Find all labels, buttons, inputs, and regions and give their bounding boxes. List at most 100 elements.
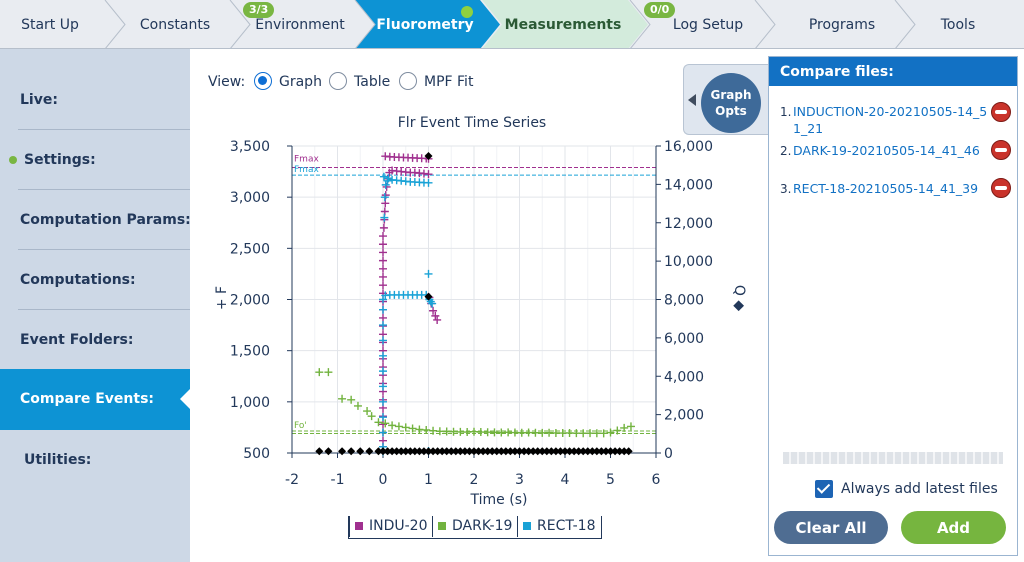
sidebar-item-computation-params[interactable]: Computation Params: [0, 190, 191, 250]
tab-measurements[interactable]: Measurements [504, 17, 622, 33]
sidebar-item-label: Computations: [20, 272, 136, 288]
data-point [347, 447, 356, 456]
always-add-checkbox[interactable] [815, 480, 833, 498]
y2-tick-label: 2,000 [664, 408, 704, 424]
data-point [380, 213, 389, 222]
data-point [379, 367, 387, 376]
data-point [592, 429, 601, 438]
data-point [497, 428, 506, 437]
y2-tick-label: 6,000 [664, 331, 704, 347]
sidebar-item-live[interactable]: Live: [0, 70, 190, 130]
tab-programs[interactable]: Programs [808, 17, 876, 33]
data-point [606, 447, 615, 456]
data-points [315, 151, 635, 456]
file-index: 2. [780, 144, 792, 158]
always-add-label[interactable]: Always add latest files [841, 481, 998, 497]
add-button[interactable]: Add [901, 511, 1006, 544]
x-tick-label: 2 [470, 472, 479, 488]
tab-fluorometry[interactable]: Fluorometry [376, 17, 474, 33]
data-point [401, 447, 410, 456]
clear-all-button[interactable]: Clear All [774, 511, 888, 544]
data-point [504, 428, 513, 437]
remove-file-button[interactable] [991, 140, 1011, 160]
tab-environment[interactable]: Environment [255, 17, 345, 33]
file-index: 1. [780, 105, 792, 119]
sidebar-item-utilities[interactable]: Utilities: [0, 430, 190, 490]
view-mpf-fit-radio[interactable] [399, 72, 417, 90]
data-point [379, 272, 387, 281]
sidebar-item-computations[interactable]: Computations: [0, 250, 190, 310]
data-point [433, 315, 442, 324]
selection-notch [180, 389, 190, 409]
tab-start-up[interactable]: Start Up [21, 17, 79, 33]
data-point [367, 412, 376, 421]
tab-tools[interactable]: Tools [940, 17, 976, 33]
legend-divider [432, 516, 433, 537]
data-point [565, 447, 574, 456]
view-table-label[interactable]: Table [354, 74, 391, 90]
sidebar-item-compare-events[interactable]: Compare Events: [0, 369, 190, 430]
data-point [422, 425, 431, 434]
tab-log-setup[interactable]: Log Setup [672, 17, 744, 33]
data-point [547, 447, 556, 456]
view-table-radio[interactable] [329, 72, 347, 90]
view-label: View: [208, 74, 246, 90]
data-point [520, 447, 529, 456]
data-point [599, 429, 608, 438]
collapse-arrow-icon[interactable] [688, 94, 696, 106]
file-link[interactable]: DARK-19-20210505-14_41_46 [793, 143, 980, 158]
data-point [379, 313, 387, 322]
divider [18, 309, 190, 310]
data-point [379, 351, 387, 360]
data-point [483, 428, 492, 437]
data-point [424, 151, 433, 160]
data-point [388, 421, 397, 430]
data-point [379, 305, 387, 314]
data-point [570, 447, 579, 456]
tab-constants[interactable]: Constants [139, 17, 211, 33]
data-point [379, 172, 388, 181]
data-point [538, 428, 547, 437]
file-link[interactable]: INDUCTION-20-20210505-14_51_21 [793, 104, 988, 136]
data-point [449, 427, 458, 436]
view-graph-label[interactable]: Graph [279, 74, 322, 90]
remove-file-button[interactable] [991, 102, 1011, 122]
data-point [397, 447, 406, 456]
reference-line-label: Fmax [294, 165, 319, 175]
sidebar-item-event-folders[interactable]: Event Folders: [0, 310, 190, 370]
data-point [394, 422, 403, 431]
data-point [379, 397, 387, 406]
data-point [379, 447, 387, 456]
data-point [429, 447, 438, 456]
data-point [463, 428, 472, 437]
data-point [476, 428, 485, 437]
data-point [492, 447, 501, 456]
fluorometry-status-dot [461, 6, 473, 18]
data-point [363, 407, 372, 416]
sidebar-item-label: Computation Params: [20, 212, 191, 228]
file-link[interactable]: RECT-18-20210505-14_41_39 [793, 181, 979, 196]
legend-swatch [523, 522, 531, 530]
view-mpf-fit-label[interactable]: MPF Fit [424, 74, 474, 90]
data-point [451, 447, 460, 456]
data-point [611, 447, 620, 456]
y-tick-label: 3,500 [230, 139, 270, 155]
data-point [470, 447, 478, 456]
data-point [410, 447, 419, 456]
data-point [538, 447, 547, 456]
sidebar-item-settings[interactable]: Settings: [0, 130, 190, 190]
log-setup-badge: 0/0 [644, 2, 676, 18]
data-point [497, 447, 506, 456]
view-graph-radio[interactable] [254, 72, 272, 90]
graph-opts-button[interactable]: Graph Opts [701, 73, 761, 133]
compare-files-header: Compare files: [769, 57, 1017, 86]
remove-file-button[interactable] [991, 178, 1011, 198]
data-point [561, 447, 569, 456]
sidebar-item-label: Compare Events: [20, 391, 154, 407]
legend-label: INDU-20 [369, 518, 428, 534]
data-point [524, 447, 533, 456]
x-axis-label: Time (s) [470, 492, 528, 508]
data-point [419, 447, 428, 456]
progress-strip [783, 452, 1003, 464]
